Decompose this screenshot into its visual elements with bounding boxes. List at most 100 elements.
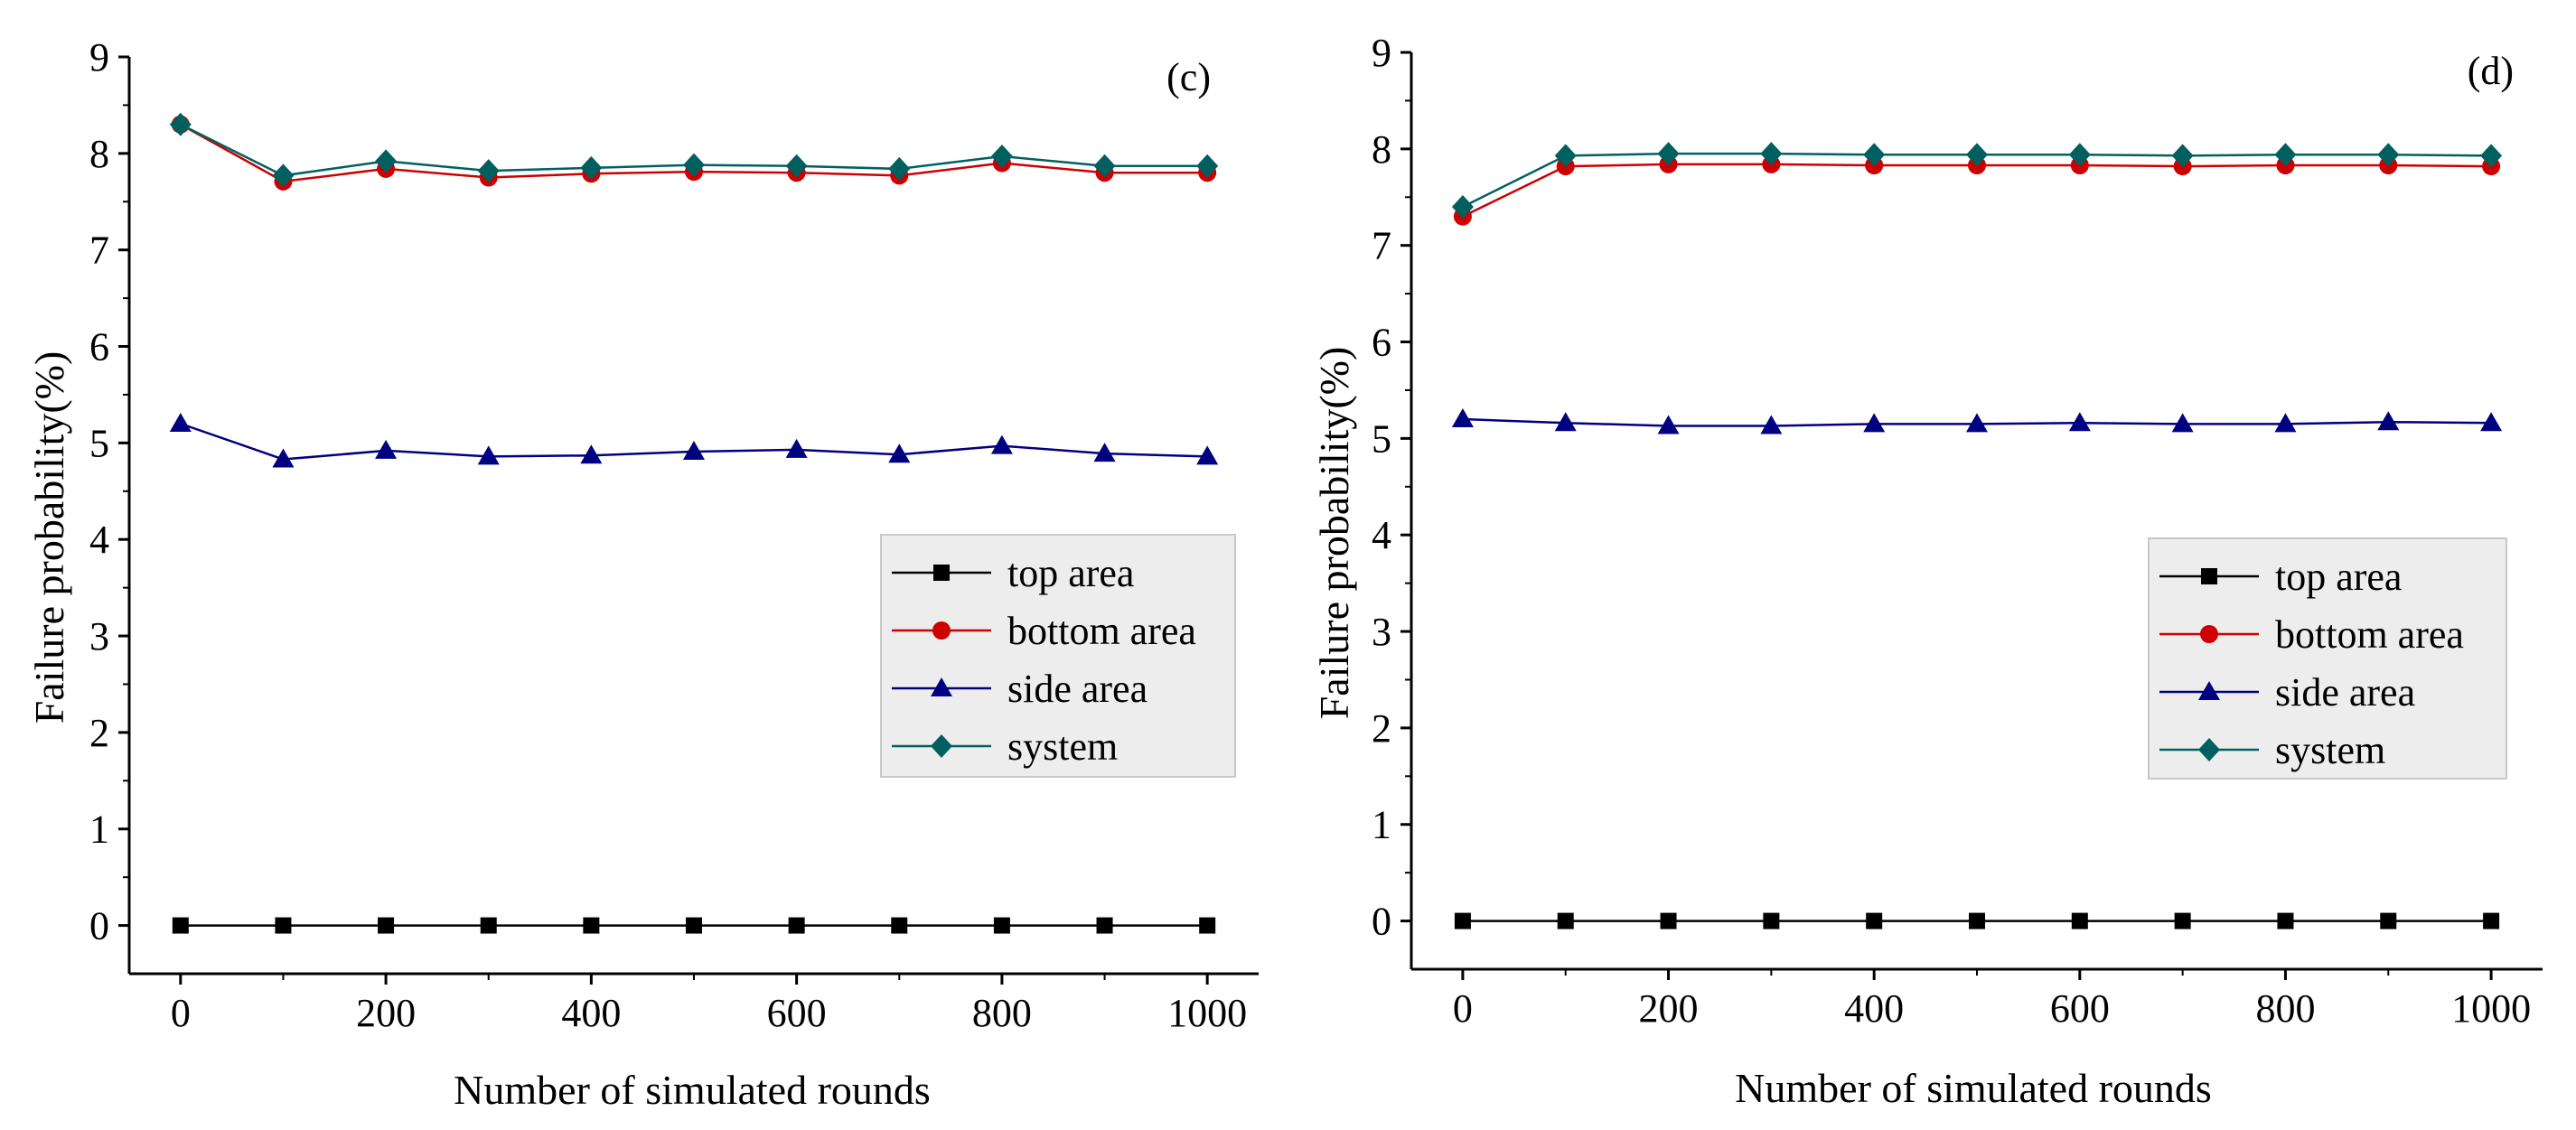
x-tick-label: 1000 [1167, 991, 1247, 1035]
data-point-side-area [1451, 408, 1474, 427]
data-point-top-area [1969, 912, 1985, 929]
y-tick-label: 2 [1372, 706, 1391, 751]
y-tick-label: 6 [89, 325, 109, 369]
panel-label: (c) [1166, 55, 1211, 99]
data-point-top-area [2174, 912, 2191, 929]
data-point-top-area [2483, 912, 2500, 929]
data-point-top-area [480, 917, 497, 934]
legend-marker [933, 565, 950, 581]
data-point-top-area [2380, 912, 2397, 929]
panel-label: (d) [2468, 49, 2514, 93]
legend-marker [932, 621, 951, 640]
y-tick-label: 7 [89, 229, 109, 273]
data-point-top-area [1557, 912, 1574, 929]
data-point-system [1196, 154, 1219, 178]
x-tick-label: 600 [767, 991, 827, 1035]
data-point-top-area [1096, 917, 1113, 934]
data-point-system [785, 154, 808, 178]
y-tick-label: 2 [89, 711, 109, 755]
legend-label: system [1007, 724, 1118, 769]
data-point-top-area [583, 917, 600, 934]
data-point-system [169, 112, 192, 136]
data-point-top-area [1763, 912, 1780, 929]
y-tick-label: 9 [89, 35, 109, 79]
legend-label: top area [2275, 555, 2402, 599]
data-point-system [990, 145, 1013, 169]
y-tick-label: 3 [1372, 610, 1391, 654]
data-point-system [1093, 154, 1116, 178]
legend: top area bottom area side area system [880, 534, 1236, 778]
data-point-side-area [375, 439, 398, 459]
y-tick-label: 3 [89, 614, 109, 658]
y-axis-title: Failure probability(%) [26, 351, 72, 724]
data-point-top-area [788, 917, 805, 934]
legend-label: bottom area [2275, 612, 2464, 657]
data-point-side-area [1196, 445, 1219, 465]
data-point-top-area [2071, 912, 2088, 929]
data-point-top-area [891, 917, 908, 934]
chart-panel-d: (d) Number of simulated rounds Failure p… [1311, 31, 2543, 1111]
data-point-side-area [2171, 413, 2194, 433]
data-point-side-area [2068, 412, 2091, 432]
data-point-top-area [1454, 912, 1471, 929]
data-point-top-area [686, 917, 702, 934]
x-tick-label: 0 [171, 991, 191, 1035]
data-point-side-area [2480, 412, 2503, 432]
y-tick-label: 5 [89, 421, 109, 465]
legend-label: side area [2275, 670, 2415, 714]
legend-marker [2198, 738, 2220, 761]
data-point-system [1657, 142, 1680, 166]
data-point-top-area [1199, 917, 1216, 934]
data-point-top-area [172, 917, 189, 934]
x-tick-label: 400 [1844, 986, 1904, 1031]
data-point-side-area [1966, 413, 1988, 433]
data-point-system [477, 159, 500, 183]
legend-label: system [2275, 728, 2385, 772]
y-tick-label: 6 [1372, 321, 1391, 365]
data-point-system [1863, 143, 1886, 167]
data-point-system [2377, 143, 2400, 167]
data-point-system [1554, 144, 1577, 168]
legend-label: top area [1007, 551, 1134, 595]
data-point-system [2274, 143, 2297, 167]
x-tick-label: 200 [356, 991, 416, 1035]
y-tick-label: 8 [1372, 127, 1391, 172]
x-tick-label: 200 [1639, 986, 1699, 1031]
data-point-system [272, 163, 295, 188]
data-point-system [2480, 144, 2503, 168]
data-point-system [1451, 194, 1474, 219]
data-point-side-area [169, 413, 192, 432]
legend: top area bottom area side area system [2148, 537, 2507, 780]
y-tick-label: 8 [89, 132, 109, 176]
data-point-system [1760, 142, 1783, 166]
y-axis-title: Failure probability(%) [1311, 347, 1357, 720]
data-point-side-area [580, 444, 603, 464]
legend-label: side area [1007, 667, 1147, 711]
data-point-top-area [378, 917, 395, 934]
data-point-system [1966, 143, 1988, 167]
data-point-side-area [1760, 415, 1783, 434]
data-point-side-area [888, 444, 911, 463]
data-point-top-area [275, 917, 292, 934]
data-point-side-area [2377, 411, 2400, 431]
data-point-system [683, 153, 705, 177]
data-point-top-area [2277, 912, 2294, 929]
data-point-top-area [1660, 912, 1677, 929]
data-point-top-area [1866, 912, 1883, 929]
y-tick-label: 1 [89, 808, 109, 852]
x-axis-title: Number of simulated rounds [1735, 1065, 2212, 1111]
y-tick-label: 9 [1372, 31, 1391, 75]
data-point-side-area [477, 445, 500, 465]
x-tick-label: 800 [972, 991, 1032, 1035]
x-tick-label: 600 [2050, 986, 2110, 1031]
y-tick-label: 0 [89, 904, 109, 948]
y-tick-label: 4 [1372, 513, 1391, 557]
data-point-system [2171, 144, 2194, 168]
y-tick-label: 7 [1372, 224, 1391, 268]
x-tick-label: 800 [2255, 986, 2315, 1031]
data-point-system [888, 156, 911, 181]
data-point-system [375, 149, 398, 173]
data-point-top-area [993, 917, 1010, 934]
y-tick-label: 1 [1372, 803, 1391, 847]
